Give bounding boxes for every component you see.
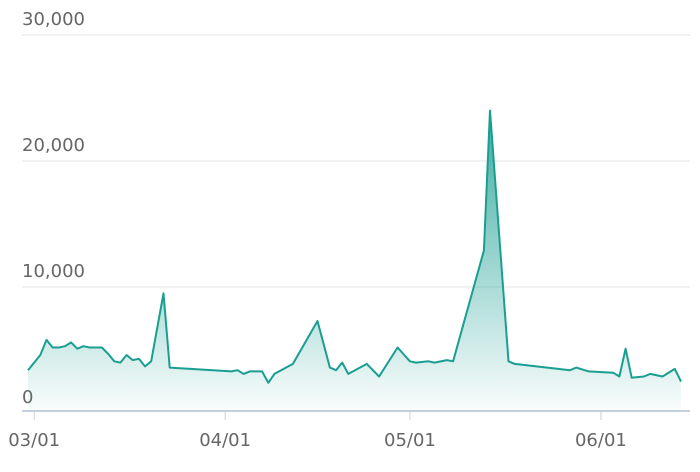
x-tick-label: 04/01	[199, 430, 251, 451]
x-tick-label: 03/01	[8, 430, 60, 451]
area-line	[27, 109, 682, 384]
x-tick-label: 06/01	[575, 430, 627, 451]
y-tick-label: 10,000	[22, 261, 85, 282]
x-tick-label: 05/01	[384, 430, 436, 451]
area-fill	[28, 110, 681, 413]
y-tick-label: 0	[22, 387, 33, 408]
y-tick-label: 20,000	[22, 135, 85, 156]
y-tick-label: 30,000	[22, 9, 85, 30]
